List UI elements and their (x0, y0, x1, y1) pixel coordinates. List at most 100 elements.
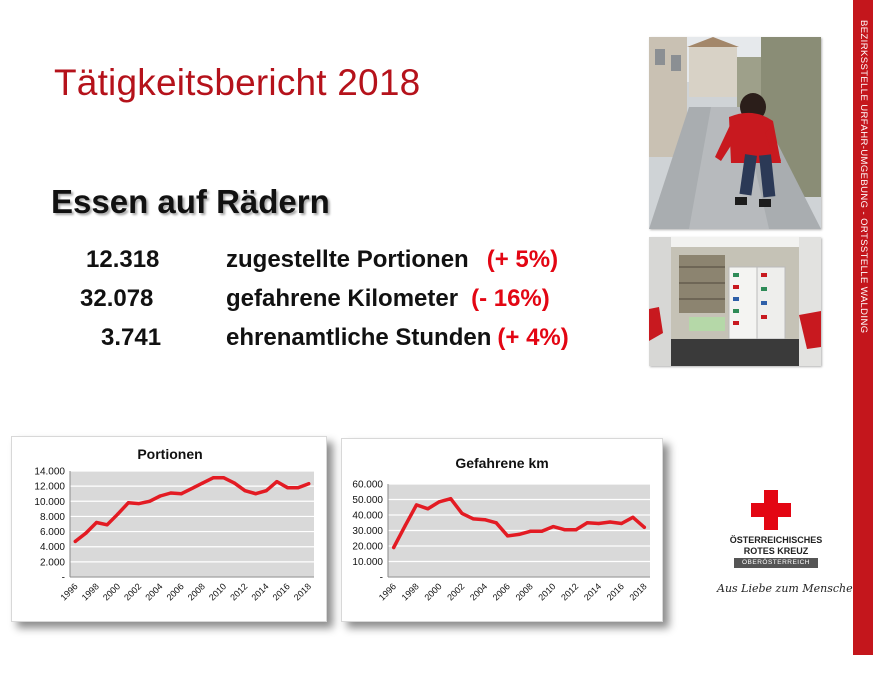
y-tick-label: 10.000 (34, 497, 65, 508)
stat-label: zugestellte Portionen (+ 5%) (226, 246, 559, 273)
x-tick-label: 2000 (101, 581, 122, 602)
data-point (158, 494, 162, 498)
x-tick-label: 1996 (58, 581, 79, 602)
data-point (437, 500, 441, 504)
section-heading: Essen auf Rädern (51, 183, 330, 220)
y-tick-label: 4.000 (40, 542, 65, 553)
data-point (517, 532, 521, 536)
y-tick-label: 2.000 (40, 557, 65, 568)
data-point (471, 517, 476, 521)
x-tick-label: 2016 (271, 581, 292, 602)
data-point (211, 476, 215, 480)
stat-value: 12.318 (86, 246, 160, 273)
x-tick-label: 2018 (627, 581, 648, 602)
y-tick-label: 8.000 (40, 512, 65, 523)
data-point (392, 545, 396, 550)
data-point (264, 489, 268, 493)
stat-change: (+ 4%) (497, 324, 569, 351)
data-point (449, 497, 453, 501)
x-tick-label: 1998 (400, 581, 421, 602)
slide-title: Tätigkeitsbericht 2018 (54, 62, 421, 103)
logo-slogan: Aus Liebe zum Menschen. (717, 582, 864, 595)
x-tick-label: 2012 (559, 581, 580, 602)
chart-portions: Portionen 14.000 12.000 10.000 8.000 6.000 4.0… (11, 436, 327, 622)
data-point (201, 481, 205, 485)
data-point (285, 486, 290, 490)
x-tick-label: 2004 (468, 581, 489, 602)
x-tick-label: 2012 (228, 581, 249, 602)
x-tick-label: 1996 (377, 581, 398, 602)
data-point (574, 528, 578, 532)
x-tick-label: 2002 (445, 581, 466, 602)
stat-value: 32.078 (80, 285, 154, 312)
data-point (619, 521, 624, 526)
stat-row-portions: 12.318 zugestellte Portionen (+ 5%) (0, 246, 640, 276)
x-tick-label: 2006 (491, 581, 512, 602)
data-point (562, 528, 567, 532)
data-point (296, 486, 300, 490)
x-tick-label: 2008 (186, 581, 207, 602)
x-tick-label: 2014 (582, 581, 603, 602)
x-tick-label: 2004 (143, 581, 164, 602)
stat-change: (- 16%) (471, 285, 550, 312)
y-tick-label: 40.000 (352, 511, 383, 522)
y-tick-label: 20.000 (352, 542, 383, 553)
data-point (169, 491, 173, 495)
stat-label: ehrenamtliche Stunden (+ 4%) (226, 324, 569, 351)
data-point (126, 501, 130, 505)
logo-org-name-line1: ÖSTERREICHISCHES (729, 535, 823, 545)
chart-portions-svg: Portionen 14.000 12.000 10.000 8.000 6.000 4.0… (34, 446, 314, 603)
data-point (275, 480, 279, 484)
data-point (105, 523, 109, 527)
data-point (232, 481, 237, 485)
stat-change: (+ 5%) (486, 246, 559, 273)
y-tick-label: 50.000 (352, 495, 383, 506)
stat-row-kilometers: 32.078 gefahrene Kilometer (- 16%) (0, 285, 640, 315)
x-tick-label: 2008 (514, 581, 535, 602)
y-tick-label: - (62, 573, 65, 584)
chart-kilometers: Gefahrene km 60.000 50.000 40.000 30.000 20.0… (341, 438, 663, 622)
data-point (116, 512, 120, 516)
data-point (597, 521, 601, 526)
data-point (426, 507, 430, 511)
data-point (137, 501, 141, 506)
y-tick-label: 12.000 (34, 482, 65, 493)
data-point (642, 525, 646, 529)
red-cross-logo: ÖSTERREICHISCHES ROTES KREUZ OBERÖSTERRE… (706, 488, 863, 598)
data-point (494, 521, 498, 525)
x-tick-label: 2018 (292, 581, 313, 602)
x-tick-label: 2014 (249, 581, 270, 602)
x-tick-label: 2002 (122, 581, 143, 602)
x-tick-label: 2006 (165, 581, 186, 602)
chart-title: Gefahrene km (455, 455, 548, 471)
data-point (147, 499, 152, 503)
data-point (307, 482, 311, 486)
sidebar-strip: BEZIRKSSTELLE URFAHR-UMGEBUNG - ORTSSTEL… (853, 0, 873, 655)
x-tick-label: 2010 (207, 581, 228, 602)
logo-region-badge: OBERÖSTERREICH (734, 558, 818, 568)
x-tick-label: 2016 (605, 581, 626, 602)
data-point (84, 531, 88, 535)
data-point (631, 515, 635, 519)
data-point (585, 521, 589, 525)
data-point (190, 486, 194, 491)
data-point (540, 529, 544, 533)
y-tick-label: 60.000 (352, 480, 383, 491)
sidebar-label: BEZIRKSSTELLE URFAHR-UMGEBUNG - ORTSSTEL… (858, 20, 869, 334)
photo-van-interior (649, 237, 821, 366)
logo-org-name-line2: ROTES KREUZ (743, 546, 809, 556)
data-point (551, 525, 555, 529)
y-tick-label: 10.000 (352, 557, 383, 568)
x-tick-label: 2010 (536, 581, 557, 602)
data-point (506, 534, 510, 538)
data-point (414, 503, 419, 507)
data-point (528, 529, 532, 533)
data-point (460, 511, 464, 516)
x-tick-label: 1998 (80, 581, 101, 602)
data-point (243, 489, 247, 493)
chart-title: Portionen (137, 446, 202, 462)
data-point (608, 520, 612, 524)
y-tick-label: 30.000 (352, 526, 383, 537)
data-point (222, 476, 226, 480)
data-point (94, 520, 99, 525)
